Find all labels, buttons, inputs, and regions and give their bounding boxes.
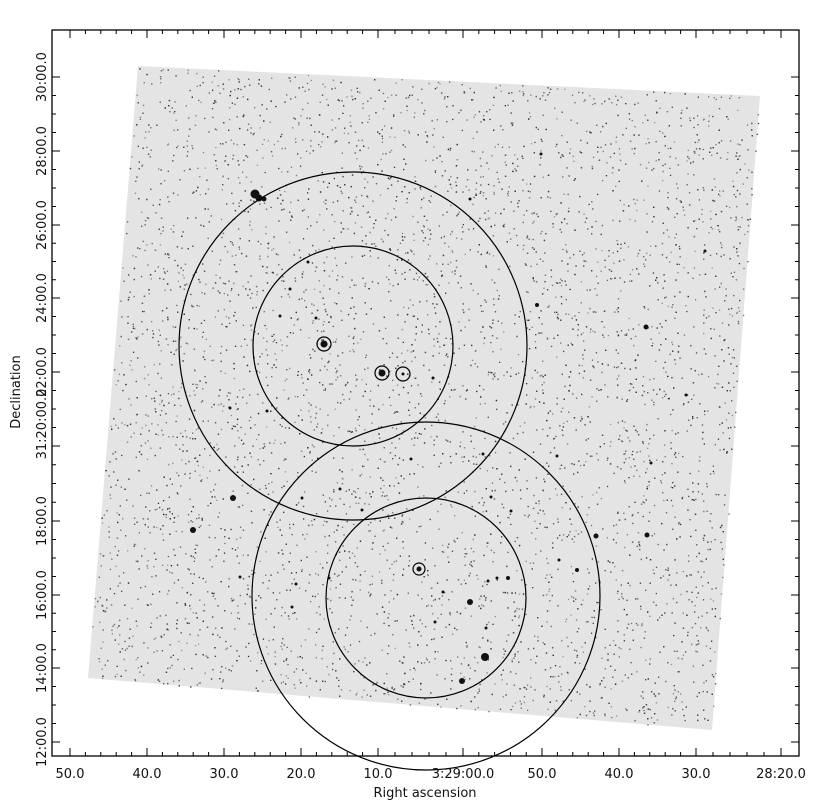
dec-tick-labels: 12:00.0 14:00.0 16:00.0 18:00.0 31:20:00… [35,52,50,767]
point-source [306,260,310,264]
point-source [495,576,499,580]
ra-tick-label: 50.0 [528,767,557,782]
marker-circle-1 [316,336,332,352]
ra-tick-label: 30.0 [210,767,239,782]
ra-tick-label: 30.0 [682,767,711,782]
point-source [506,576,510,580]
point-source [557,558,561,562]
ra-tick-label: 3:29:00.0 [432,767,495,782]
outer-circle-north [178,171,528,521]
point-source [360,508,364,512]
region-circles [178,171,601,771]
point-source [416,566,422,572]
dec-tick-label: 16:00.0 [35,570,50,620]
point-source [290,605,294,609]
point-source [467,599,473,605]
dec-tick-label: 30:00.0 [35,52,50,102]
marker-circle-2 [374,365,390,381]
point-source [644,532,650,538]
point-source [459,678,465,684]
point-source [539,152,543,156]
ra-tick-label: 10.0 [364,767,393,782]
dec-tick-label: 28:00.0 [35,126,50,176]
point-source [401,372,405,376]
exposure-footprint [88,66,760,730]
point-source [433,620,437,624]
ra-tick-label: 20.0 [287,767,316,782]
point-source [468,197,472,201]
ra-tick-label: 28:20.0 [756,767,806,782]
point-source [190,527,196,533]
point-source [486,579,490,583]
point-source [593,533,599,539]
dec-tick-label: 14:00.0 [35,643,50,693]
point-source [431,376,435,380]
point-source [238,575,242,579]
dec-tick-label: 18:00.0 [35,496,50,546]
ra-tick-label: 50.0 [56,767,85,782]
point-source [255,194,263,202]
point-source [441,590,445,594]
point-source [684,393,688,397]
point-source [265,409,269,413]
point-source [314,316,318,320]
point-source [649,461,653,465]
ra-tick-labels: 50.0 40.0 30.0 20.0 10.0 3:29:00.0 50.0 … [56,767,806,782]
x-axis-title: Right ascension [373,786,476,801]
point-source [300,496,304,500]
point-source [278,314,282,318]
point-source [703,249,707,253]
marker-circle-4 [412,562,426,576]
y-axis-title: Declination [9,355,24,429]
point-source [643,324,649,330]
point-source [230,495,236,501]
point-source [409,457,413,461]
dec-tick-label: 31:20:00.0 [35,389,50,460]
point-source [294,582,298,586]
dec-tick-label: 22:00.0 [35,347,50,397]
noise-speckle-layer [92,68,760,726]
marker-circle-3 [395,366,411,382]
point-source [555,454,559,458]
outer-circle-south [251,421,601,771]
point-source [575,568,579,572]
ra-tick-label: 40.0 [133,767,162,782]
point-source [378,369,386,377]
ra-tick-label: 40.0 [605,767,634,782]
inner-circle-north [252,245,454,447]
plot-frame [51,29,800,757]
dec-tick-label: 26:00.0 [35,200,50,250]
inner-circle-south [325,497,527,699]
axis-ticks [52,30,799,756]
point-source [535,303,539,307]
point-source [320,340,328,348]
point-source [489,495,493,499]
dec-tick-label: 24:00.0 [35,273,50,323]
dec-tick-label: 12:00.0 [35,717,50,767]
point-source [481,653,489,661]
point-source [338,487,342,491]
point-source [288,287,292,291]
point-source [228,406,232,410]
point-source [484,626,488,630]
point-source [509,509,513,513]
point-source [481,452,485,456]
